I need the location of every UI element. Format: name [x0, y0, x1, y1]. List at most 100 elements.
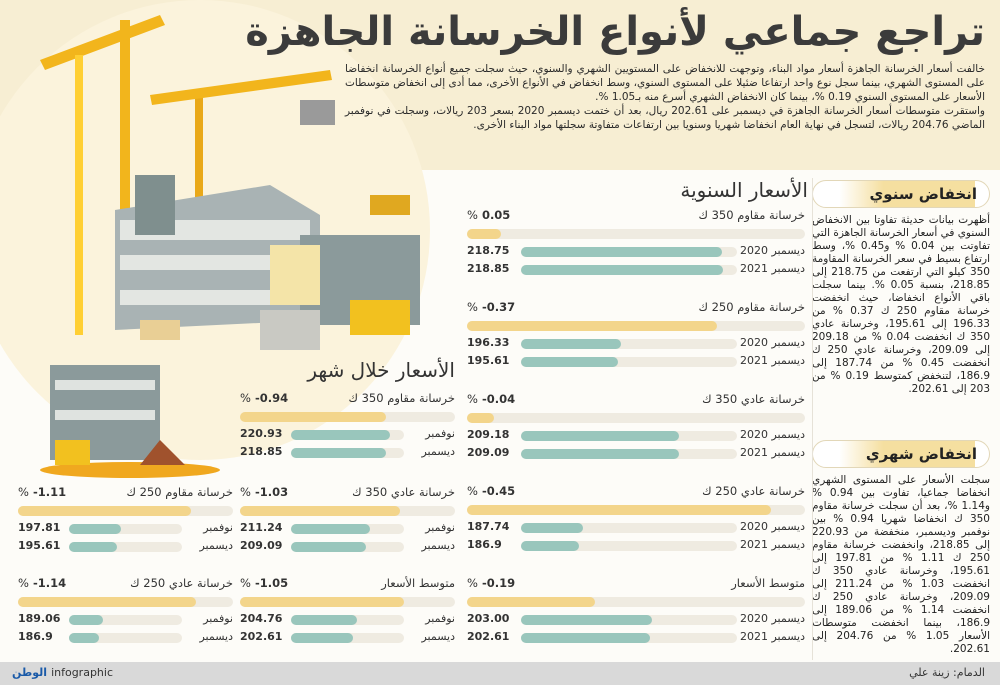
- row-value: 204.76: [240, 612, 283, 625]
- row-value: 186.9: [18, 630, 53, 643]
- price-bar: [521, 541, 580, 551]
- row-value: 209.18: [467, 428, 510, 441]
- price-bar: [291, 542, 366, 552]
- price-bar-track: [69, 615, 182, 625]
- row-label: ديسمبر 2021: [739, 262, 805, 275]
- annual-decline-text: أظهرت بيانات حديثة تفاوتا بين الانخفاض ا…: [811, 214, 991, 395]
- price-bar-track: [521, 265, 737, 275]
- change-bar-track: [18, 506, 233, 516]
- price-bar: [69, 524, 122, 534]
- row-value: 196.33: [467, 336, 510, 349]
- row-value: 218.75: [467, 244, 510, 257]
- price-bar: [291, 633, 353, 643]
- row-label: ديسمبر 2021: [739, 630, 805, 643]
- price-bar-track: [521, 541, 737, 551]
- price-bar-track: [521, 633, 737, 643]
- row-value: 218.85: [467, 262, 510, 275]
- price-bar-track: [521, 357, 737, 367]
- bar-group: خرسانة عادي 350 ك% -1.03 نوفمبر 211.24 ديسمب…: [240, 485, 455, 555]
- change-percent: % -0.94: [240, 391, 288, 405]
- group-label: خرسانة عادي 350 ك: [352, 485, 455, 499]
- change-bar: [240, 412, 387, 422]
- price-bar-track: [521, 449, 737, 459]
- change-bar: [467, 321, 718, 331]
- price-bar: [521, 339, 622, 349]
- monthly-decline-title: انخفاض شهري: [812, 440, 990, 468]
- bar-group: خرسانة مقاوم 350 ك% 0.05 ديسمبر 2020 218.75…: [467, 208, 805, 278]
- group-label: متوسط الأسعار: [381, 576, 455, 590]
- monthly-prices-title: الأسعار خلال شهر: [307, 358, 455, 382]
- price-bar: [291, 524, 371, 534]
- percent-unit: %: [240, 576, 251, 590]
- change-bar-track: [240, 412, 455, 422]
- row-label: ديسمبر 2021: [739, 538, 805, 551]
- change-bar-track: [467, 413, 805, 423]
- percent-unit: %: [240, 485, 251, 499]
- price-bar-track: [291, 542, 404, 552]
- group-label: متوسط الأسعار: [731, 576, 805, 590]
- change-percent: % -1.11: [18, 485, 66, 499]
- row-label: ديسمبر 2021: [739, 446, 805, 459]
- row-label: ديسمبر 2020: [739, 612, 805, 625]
- price-bar: [521, 449, 679, 459]
- bar-group: خرسانة عادي 250 ك% -1.14 نوفمبر 189.06 ديسمب…: [18, 576, 233, 646]
- bar-group: متوسط الأسعار% -0.19 ديسمبر 2020 203.00 ديسم…: [467, 576, 805, 646]
- credit: الدمام: زينة علي: [909, 666, 985, 679]
- bar-group: خرسانة مقاوم 250 ك% -1.11 نوفمبر 197.81 ديسم…: [18, 485, 233, 555]
- group-label: خرسانة مقاوم 350 ك: [348, 391, 455, 405]
- price-bar-track: [69, 542, 182, 552]
- group-label: خرسانة مقاوم 350 ك: [698, 208, 805, 222]
- annual-prices-title: الأسعار السنوية: [680, 178, 808, 202]
- row-label: نوفمبر: [425, 521, 455, 534]
- change-bar: [467, 505, 772, 515]
- price-bar: [291, 615, 358, 625]
- row-label: نوفمبر: [203, 521, 233, 534]
- change-bar: [467, 597, 596, 607]
- change-bar-track: [240, 506, 455, 516]
- row-value: 202.61: [467, 630, 510, 643]
- change-bar: [467, 229, 501, 239]
- percent-value: -0.04: [481, 392, 516, 406]
- row-value: 209.09: [467, 446, 510, 459]
- percent-value: 0.05: [481, 208, 511, 222]
- construction-illustration: [0, 0, 430, 478]
- group-label: خرسانة مقاوم 250 ك: [126, 485, 233, 499]
- bar-group: خرسانة عادي 350 ك% -0.04 ديسمبر 2020 209.18…: [467, 392, 805, 462]
- price-bar-track: [521, 431, 737, 441]
- monthly-decline-text: سجلت الأسعار على المستوى الشهري انخفاضا …: [812, 474, 991, 655]
- annual-decline-title: انخفاض سنوي: [812, 180, 990, 208]
- percent-unit: %: [467, 484, 478, 498]
- percent-value: -1.11: [32, 485, 67, 499]
- bar-group: خرسانة مقاوم 250 ك% -0.37 ديسمبر 2020 196.3…: [467, 300, 805, 370]
- percent-unit: %: [467, 300, 478, 314]
- monthly-decline-box: انخفاض شهري سجلت الأسعار على المستوى الش…: [812, 440, 990, 656]
- footer: الدمام: زينة علي الوطن infographic: [0, 662, 1000, 685]
- price-bar: [521, 265, 723, 275]
- price-bar: [69, 542, 117, 552]
- change-bar: [467, 413, 495, 423]
- row-label: نوفمبر: [425, 427, 455, 440]
- price-bar: [291, 448, 386, 458]
- percent-unit: %: [240, 391, 251, 405]
- change-bar: [240, 506, 401, 516]
- row-label: نوفمبر: [203, 612, 233, 625]
- brand-logo: الوطن: [12, 666, 48, 679]
- percent-unit: %: [18, 485, 29, 499]
- percent-value: -0.45: [481, 484, 516, 498]
- row-value: 195.61: [18, 539, 61, 552]
- change-percent: % -0.04: [467, 392, 515, 406]
- divider: [812, 178, 813, 660]
- row-label: ديسمبر: [421, 445, 455, 458]
- percent-unit: %: [18, 576, 29, 590]
- price-bar: [291, 430, 390, 440]
- price-bar-track: [291, 524, 404, 534]
- row-label: ديسمبر: [199, 539, 233, 552]
- group-label: خرسانة عادي 250 ك: [702, 484, 805, 498]
- percent-value: -1.14: [32, 576, 67, 590]
- intro-text: خالفت أسعار الخرسانة الجاهزة أسعار مواد …: [345, 62, 985, 132]
- change-bar-track: [467, 229, 805, 239]
- change-percent: % 0.05: [467, 208, 510, 222]
- row-value: 195.61: [467, 354, 510, 367]
- price-bar-track: [291, 430, 404, 440]
- price-bar-track: [69, 524, 182, 534]
